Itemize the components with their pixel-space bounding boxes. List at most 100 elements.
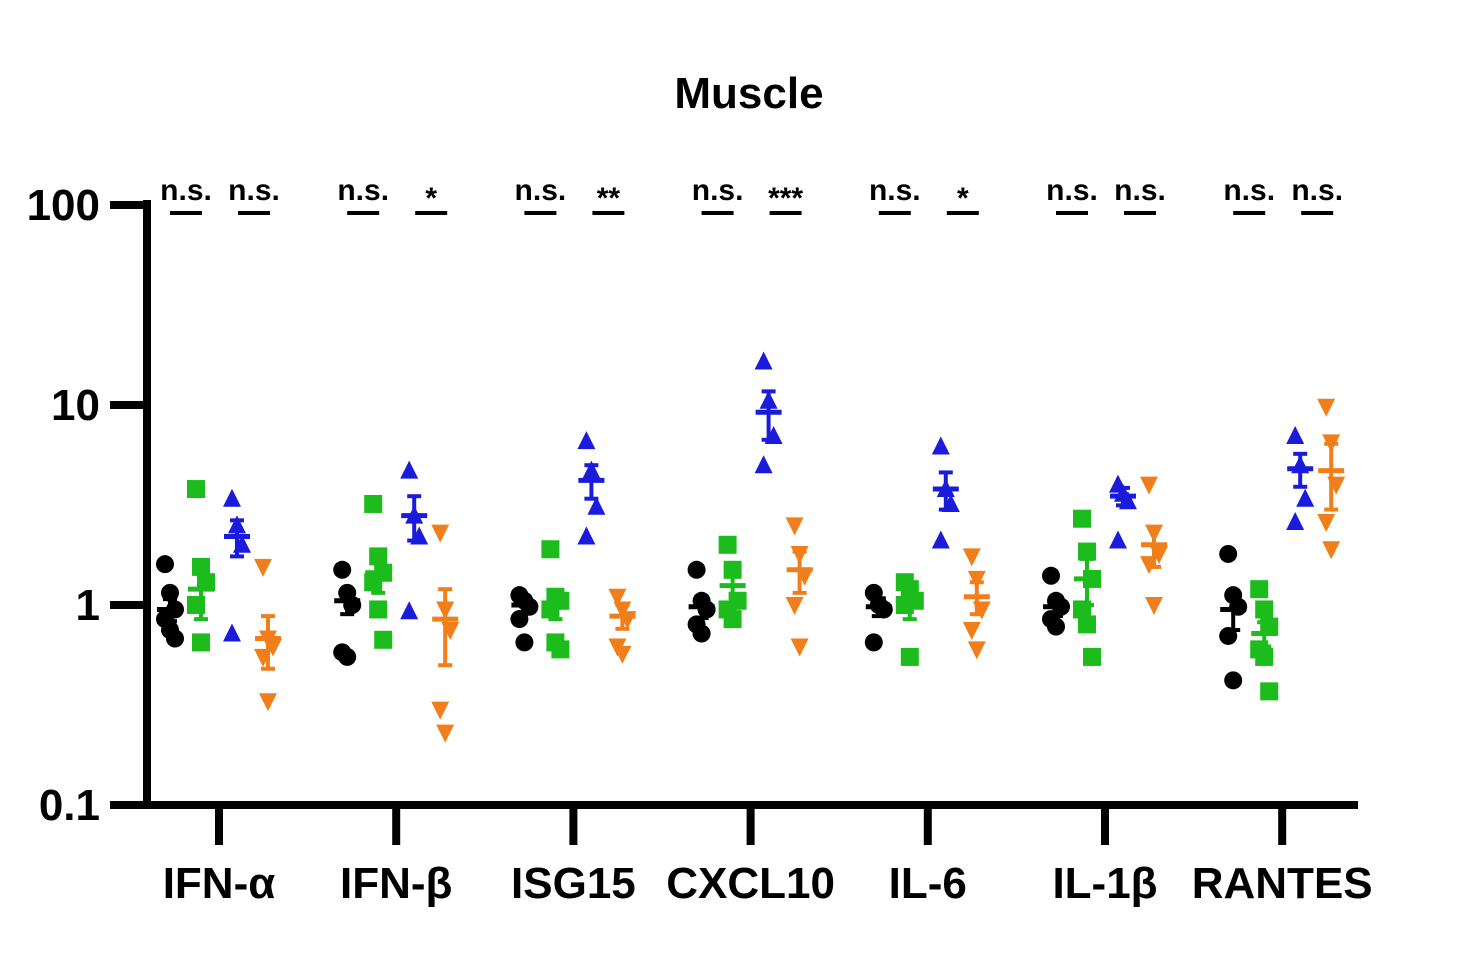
data-point-triangle-up	[1286, 512, 1305, 531]
significance-label: n.s.	[337, 174, 389, 207]
x-tick-label: RANTES	[1192, 859, 1373, 908]
data-point-circle	[166, 629, 184, 648]
data-point-triangle-up	[941, 493, 960, 512]
data-point-triangle-up	[931, 530, 950, 549]
data-point-triangle-down	[1145, 597, 1163, 615]
data-point-triangle-down	[436, 601, 455, 620]
data-point-square	[192, 633, 210, 652]
significance-label: **	[597, 182, 621, 215]
data-point-triangle-up	[1109, 530, 1127, 549]
x-tick-label: CXCL10	[666, 859, 835, 908]
data-point-triangle-down	[790, 638, 809, 657]
data-point-square	[1083, 647, 1101, 666]
data-point-circle	[692, 624, 711, 643]
data-point-square	[187, 480, 205, 499]
data-point-circle	[156, 555, 174, 574]
data-point-triangle-up	[400, 601, 419, 620]
data-point-triangle-up	[764, 425, 783, 444]
data-point-square	[1073, 600, 1091, 619]
chart-title: Muscle	[674, 69, 823, 118]
data-point-triangle-down	[431, 701, 450, 720]
data-point-triangle-down	[1150, 545, 1168, 564]
data-point-triangle-up	[582, 460, 601, 479]
significance-label: n.s.	[1114, 174, 1166, 207]
data-point-triangle-up	[223, 488, 241, 507]
significance-label: n.s.	[160, 174, 212, 207]
data-point-triangle-down	[1322, 541, 1341, 560]
data-point-triangle-down	[613, 601, 632, 620]
data-point-square	[718, 535, 737, 554]
significance-label: n.s.	[869, 174, 921, 207]
data-point-circle	[510, 610, 529, 629]
y-tick-label: 100	[27, 181, 100, 230]
data-point-triangle-up	[223, 623, 241, 642]
data-point-circle	[1047, 617, 1065, 636]
data-point-triangle-down	[254, 648, 272, 667]
significance-label: n.s.	[692, 174, 744, 207]
data-point-square	[723, 610, 742, 629]
y-tick-label: 0.1	[39, 781, 100, 830]
data-point-triangle-down	[1140, 556, 1158, 575]
data-point-square	[541, 540, 560, 559]
significance-label: ***	[768, 182, 803, 215]
data-point-square	[374, 630, 393, 649]
data-point-triangle-up	[754, 455, 773, 474]
data-point-triangle-down	[431, 524, 450, 543]
data-point-triangle-down	[967, 641, 986, 660]
data-points	[156, 351, 1346, 743]
data-point-square	[192, 557, 210, 576]
data-point-triangle-up	[1286, 425, 1305, 444]
data-point-circle	[338, 647, 357, 666]
data-point-square	[1260, 682, 1279, 701]
data-point-triangle-up	[577, 526, 596, 545]
data-point-circle	[1219, 626, 1238, 645]
data-point-triangle-down	[967, 570, 986, 589]
significance-label: n.s.	[1291, 174, 1343, 207]
data-point-triangle-up	[587, 496, 606, 515]
data-point-square	[900, 647, 919, 666]
data-point-square	[364, 573, 383, 592]
data-point-triangle-down	[972, 601, 991, 620]
data-point-circle	[1219, 544, 1238, 563]
data-point-triangle-up	[754, 351, 773, 370]
data-point-triangle-down	[790, 545, 809, 564]
y-tick-label: 10	[51, 381, 100, 430]
data-point-square	[1078, 615, 1096, 634]
significance-annotations: n.s. n.s. n.s. * n.s. ** n.s. *** n.s. * n.s. n.s. n…	[160, 174, 1343, 215]
data-point-triangle-up	[400, 460, 419, 479]
data-point-square	[723, 560, 742, 579]
significance-label: n.s.	[1046, 174, 1098, 207]
data-point-square	[1255, 647, 1274, 666]
x-tick-label: IFN-β	[340, 859, 452, 908]
data-point-circle	[1042, 566, 1060, 585]
data-point-triangle-down	[613, 645, 632, 664]
data-point-circle	[161, 583, 179, 602]
significance-label: n.s.	[515, 174, 567, 207]
data-point-square	[369, 547, 388, 566]
data-point-triangle-down	[962, 621, 981, 640]
data-point-triangle-down	[254, 558, 272, 577]
data-point-square	[187, 596, 205, 614]
data-point-circle	[874, 600, 893, 619]
x-tick-label: IL-1β	[1052, 859, 1157, 908]
data-point-square	[369, 600, 388, 619]
data-point-triangle-up	[1296, 488, 1315, 507]
data-point-square	[1250, 580, 1269, 599]
data-point-circle	[1229, 597, 1248, 616]
data-point-triangle-down	[962, 548, 981, 567]
data-point-triangle-up	[931, 436, 950, 455]
data-point-triangle-down	[264, 638, 282, 657]
x-tick-label: ISG15	[511, 859, 636, 908]
data-point-circle	[687, 560, 706, 579]
x-tick-label: IFN-α	[163, 859, 276, 908]
data-point-triangle-down	[441, 621, 460, 640]
y-tick-label: 1	[76, 581, 100, 630]
data-point-triangle-up	[1119, 491, 1137, 510]
data-point-circle	[1224, 671, 1243, 690]
data-point-triangle-down	[785, 597, 804, 615]
data-point-triangle-down	[1140, 476, 1158, 495]
data-point-triangle-down	[1322, 434, 1341, 453]
data-point-triangle-down	[436, 724, 455, 743]
significance-label: *	[425, 182, 437, 215]
